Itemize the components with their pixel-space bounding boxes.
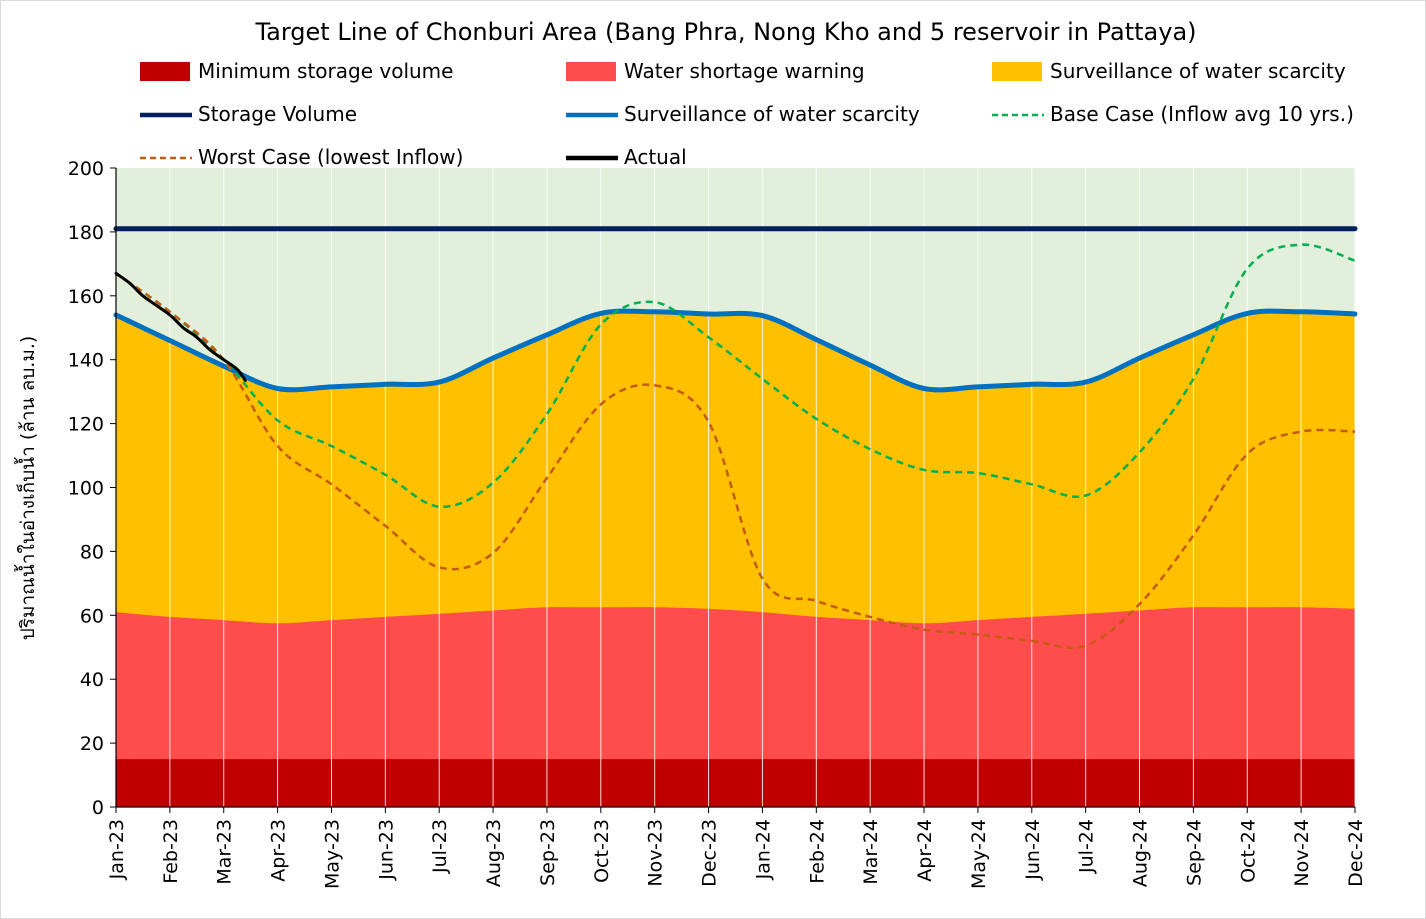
- y-tick-label: 140: [68, 350, 104, 372]
- x-tick-label: Feb-24: [806, 819, 828, 884]
- x-tick-label: May-24: [968, 819, 990, 889]
- x-tick-label: Oct-23: [591, 819, 613, 883]
- area-minimum-storage-volume: [116, 759, 1355, 807]
- x-tick-label: Apr-23: [268, 819, 290, 882]
- y-tick-label: 160: [68, 286, 104, 308]
- x-tick-label: Jan-23: [106, 819, 128, 880]
- x-tick-label: Aug-24: [1130, 819, 1152, 887]
- legend-label: Water shortage warning: [624, 59, 865, 83]
- x-tick-label: Jul-23: [429, 819, 451, 874]
- legend-item: Water shortage warning: [566, 59, 865, 83]
- x-tick-label: Nov-23: [645, 819, 667, 887]
- legend-label: Minimum storage volume: [198, 59, 453, 83]
- series-line-actual: [114, 271, 247, 382]
- x-tick-label: Mar-24: [860, 819, 882, 885]
- x-tick-label: Mar-23: [214, 819, 236, 885]
- series-line-surveillance-of-water-scarcity: [113, 308, 1358, 393]
- legend-swatch-box: [566, 62, 616, 81]
- x-tick-label: Jan-24: [752, 819, 774, 880]
- x-tick-label: Feb-23: [160, 819, 182, 884]
- x-tick-label: Dec-23: [699, 819, 721, 887]
- y-tick-label: 100: [68, 478, 104, 500]
- y-tick-label: 80: [80, 541, 104, 563]
- legend-item: Minimum storage volume: [140, 59, 453, 83]
- x-tick-label: Oct-24: [1237, 819, 1259, 883]
- y-tick-label: 0: [92, 797, 104, 819]
- y-axis-title: ปริมาณน้ำในอ่างเก็บน้ำ (ล้าน ลบ.ม.): [14, 336, 39, 641]
- y-tick-label: 40: [80, 669, 104, 691]
- x-tick-label: Sep-23: [537, 819, 559, 886]
- axes-layer: 0 20 40 60 80 100 120 140 160 180 200 Jan-23 Feb-23 M…: [68, 158, 1367, 889]
- y-tick-label: 120: [68, 414, 104, 436]
- legend-swatch-box: [992, 62, 1042, 81]
- legend-label: Base Case (Inflow avg 10 yrs.): [1050, 102, 1354, 126]
- legend-item: Actual: [566, 145, 687, 169]
- x-tick-label: Jul-24: [1076, 819, 1098, 874]
- legend-swatch-box: [140, 62, 190, 81]
- y-tick-label: 60: [80, 605, 104, 627]
- x-tick-label: May-23: [321, 819, 343, 889]
- chart-title: Target Line of Chonburi Area (Bang Phra,…: [254, 18, 1196, 46]
- x-tick-label: Aug-23: [483, 819, 505, 887]
- series-line-worst-case-lowest-inflow: [115, 272, 1356, 650]
- legend-label: Actual: [624, 145, 687, 169]
- legend-item: Surveillance of water scarcity: [992, 59, 1346, 83]
- line-layer: [113, 226, 1358, 650]
- legend-item: Base Case (Inflow avg 10 yrs.): [992, 102, 1354, 126]
- legend-label: Surveillance of water scarcity: [624, 102, 920, 126]
- area-water-shortage-warning: [116, 607, 1355, 807]
- y-tick-label: 200: [68, 158, 104, 180]
- x-tick-label: Apr-24: [914, 819, 936, 882]
- x-tick-label: Jun-23: [375, 819, 397, 881]
- legend: Minimum storage volume Water shortage war…: [140, 59, 1354, 169]
- x-tick-label: Nov-24: [1291, 819, 1313, 887]
- x-tick-label: Sep-24: [1183, 819, 1205, 886]
- x-tick-label: Dec-24: [1345, 819, 1367, 887]
- series-line-base-case-inflow-avg-10-yrs: [115, 243, 1356, 508]
- legend-label: Storage Volume: [198, 102, 357, 126]
- y-tick-label: 20: [80, 733, 104, 755]
- legend-label: Surveillance of water scarcity: [1050, 59, 1346, 83]
- area-layer: [116, 311, 1355, 807]
- legend-item: Storage Volume: [140, 102, 357, 126]
- x-tick-label: Jun-24: [1022, 819, 1044, 881]
- y-tick-label: 180: [68, 222, 104, 244]
- legend-item: Surveillance of water scarcity: [566, 102, 920, 126]
- legend-item: Worst Case (lowest Inflow): [140, 145, 463, 169]
- legend-label: Worst Case (lowest Inflow): [198, 145, 463, 169]
